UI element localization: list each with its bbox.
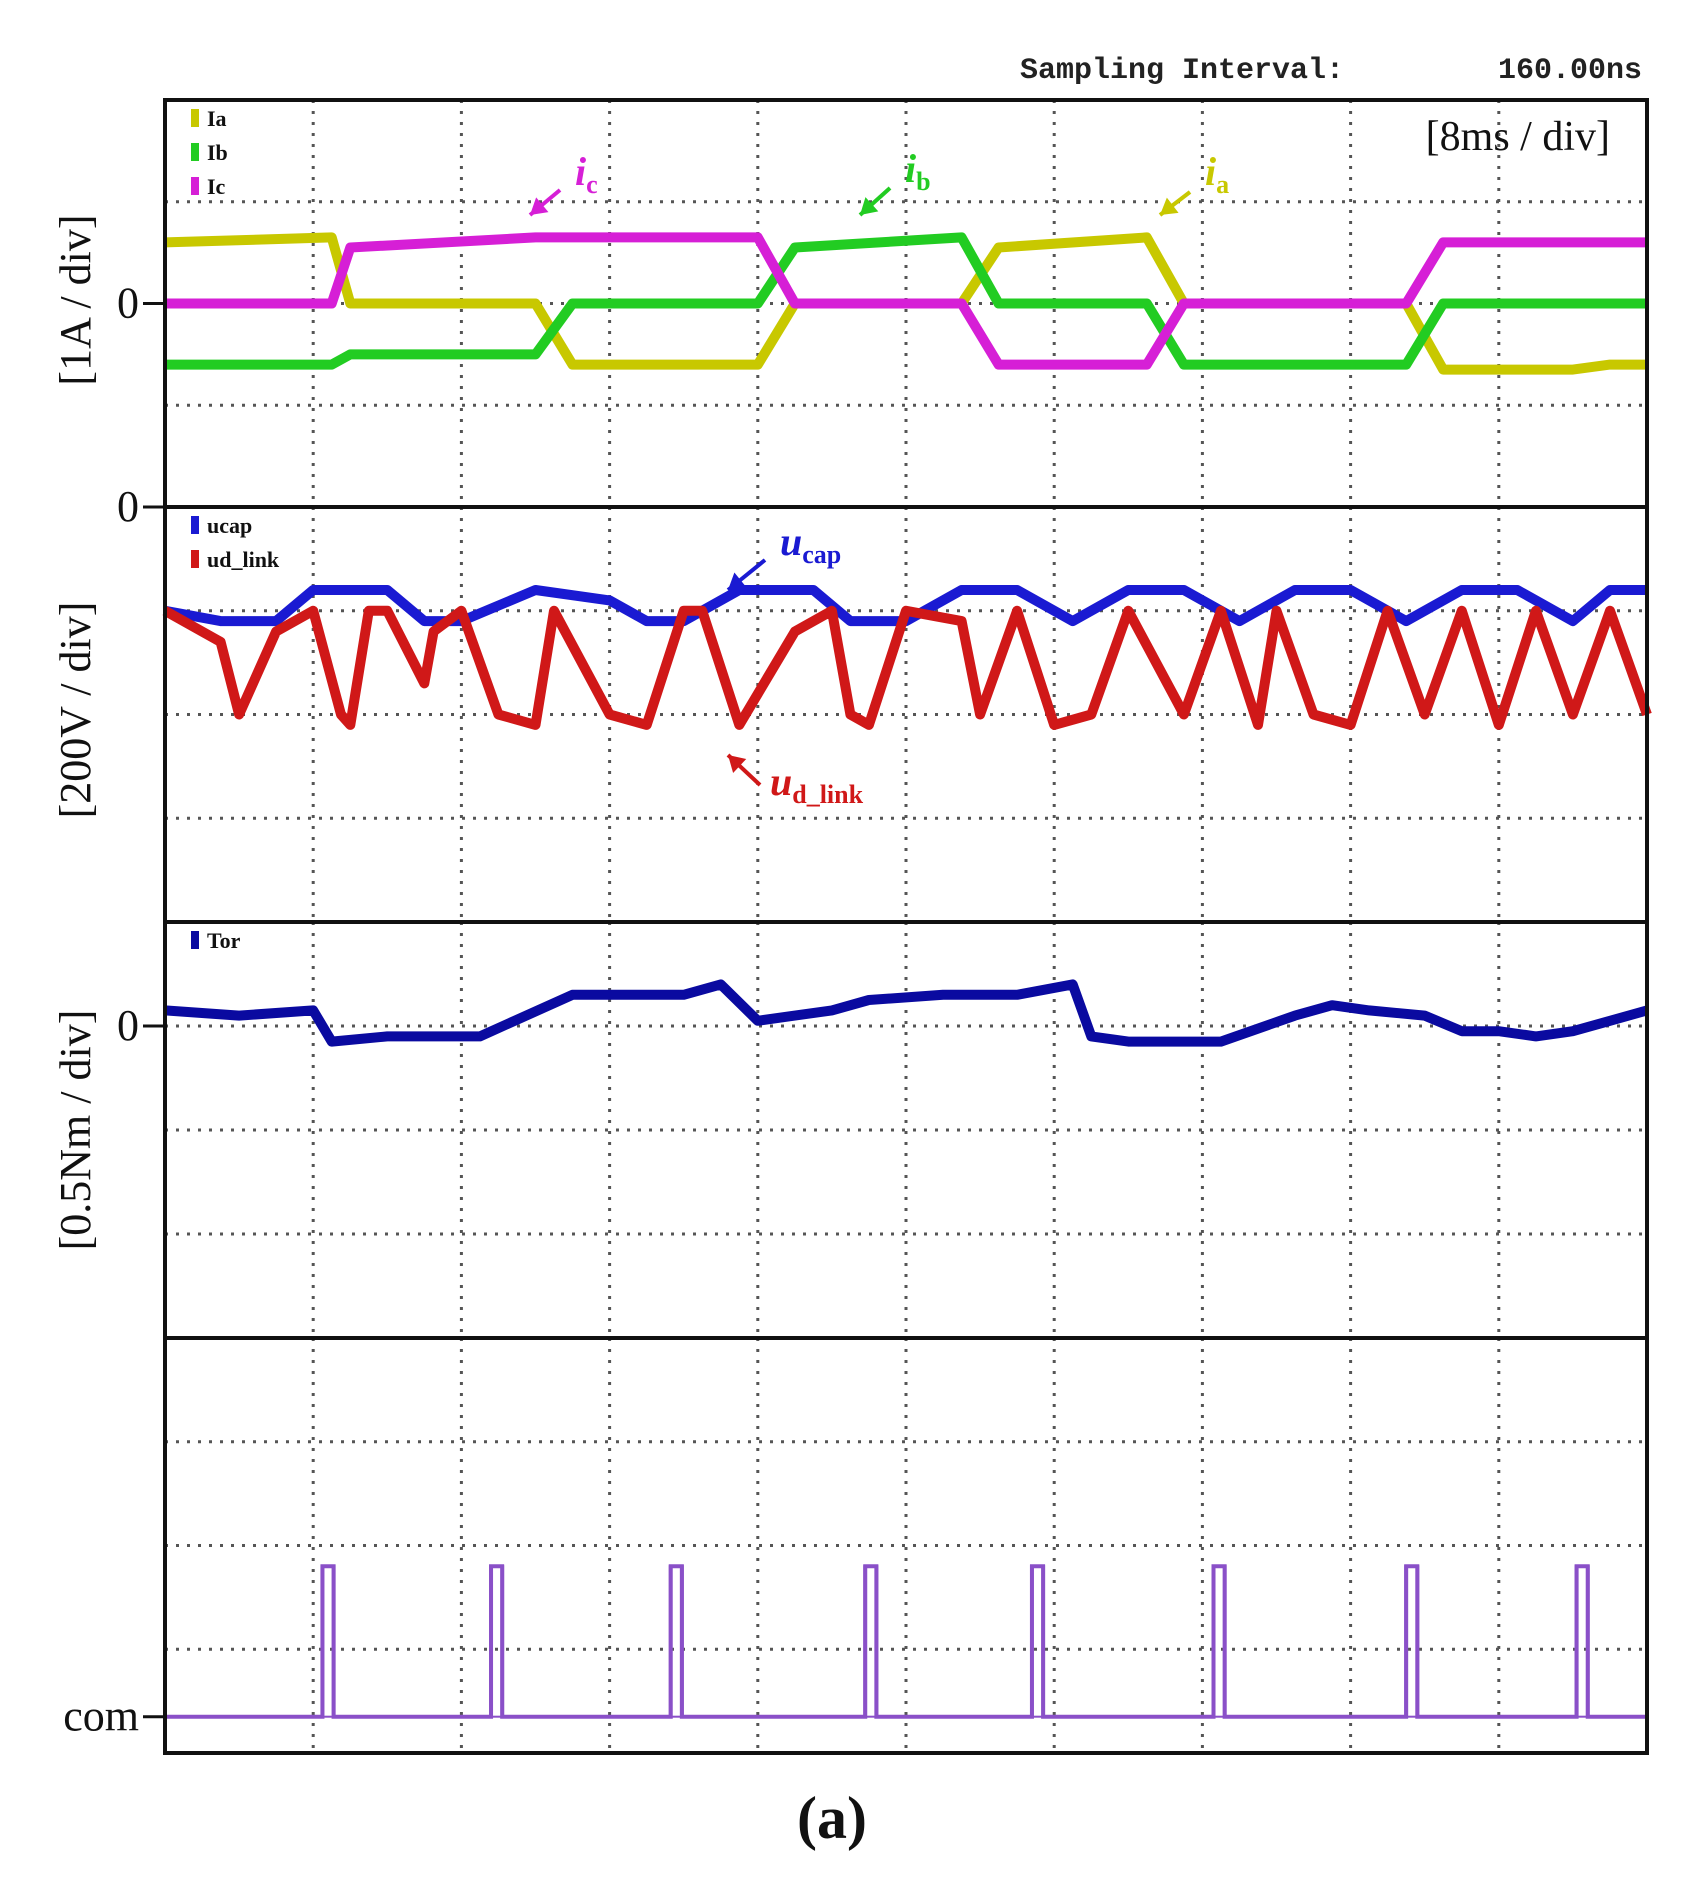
grid-layer [165,100,1647,1753]
annotation-i-b: ib [905,146,931,196]
annotation-arrowhead [1160,197,1179,215]
annotation-i-a: ia [1205,149,1229,199]
time-scale-label: [8ms / div] [1426,114,1610,160]
annotation-arrowhead [728,755,747,773]
com-pulse [1574,1565,1590,1718]
com-pulse [320,1565,336,1718]
panel-3-zero-label: 0 [117,1001,139,1050]
panel-1-legend-label: Ib [207,140,228,165]
panel-1-legend-swatch [191,143,199,161]
figure-caption: (a) [797,1785,867,1851]
com-pulse [1211,1565,1227,1718]
panel-1-zero-label: 0 [117,279,139,328]
panel-2-zero-label: 0 [117,482,139,531]
com-pulse [1404,1565,1420,1718]
panel-3-ylabel: [0.5Nm / div] [51,1010,100,1251]
panel-4-series-com [165,1564,1647,1719]
panel-1-series-ib [165,232,1647,370]
panel-2-legend-label: ud_link [207,547,280,572]
annotation-arrowhead [860,197,879,215]
panel-1-legend-swatch [191,109,199,127]
panel-4-zero-label: com [63,1692,139,1741]
panel-3-legend-swatch [191,931,199,949]
annotation-arrowhead [728,572,747,590]
plot-frame [163,98,1649,1755]
panel-1-legend-label: Ic [207,174,226,199]
series-layer [162,232,1652,1719]
panel-1-ylabel: [1A / div] [51,214,100,385]
com-pulse [1029,1565,1046,1718]
panel-3-legend-label: Tor [207,928,241,953]
panel-1-legend-label: Ia [207,106,227,131]
panel-1-series-ic [165,232,1647,370]
panel-2-legend-label: ucap [207,513,252,538]
panel-2-legend-swatch [191,516,199,534]
com-pulse [489,1565,505,1718]
sampling-interval-label: Sampling Interval: [1020,54,1344,88]
panel-1-legend-swatch [191,177,199,195]
panel-3-series-tor [164,979,1649,1047]
frame-layer [143,98,1649,1755]
panel-2-series-ud-link [162,605,1652,730]
panel-2-legend-swatch [191,550,199,568]
annotation-i-c: ic [575,149,598,199]
annotation-u-d_link: ud_link [770,759,864,809]
com-pulse [863,1565,879,1718]
text-layer: Sampling Interval: 160.00ns [8ms / div] … [51,54,1642,1851]
annotation-arrowhead [530,197,549,215]
annotation-u-cap: ucap [780,519,841,569]
sampling-interval-value: 160.00ns [1498,54,1642,88]
panel-2-ylabel: [200V / div] [51,602,100,819]
com-pulse [668,1565,684,1718]
